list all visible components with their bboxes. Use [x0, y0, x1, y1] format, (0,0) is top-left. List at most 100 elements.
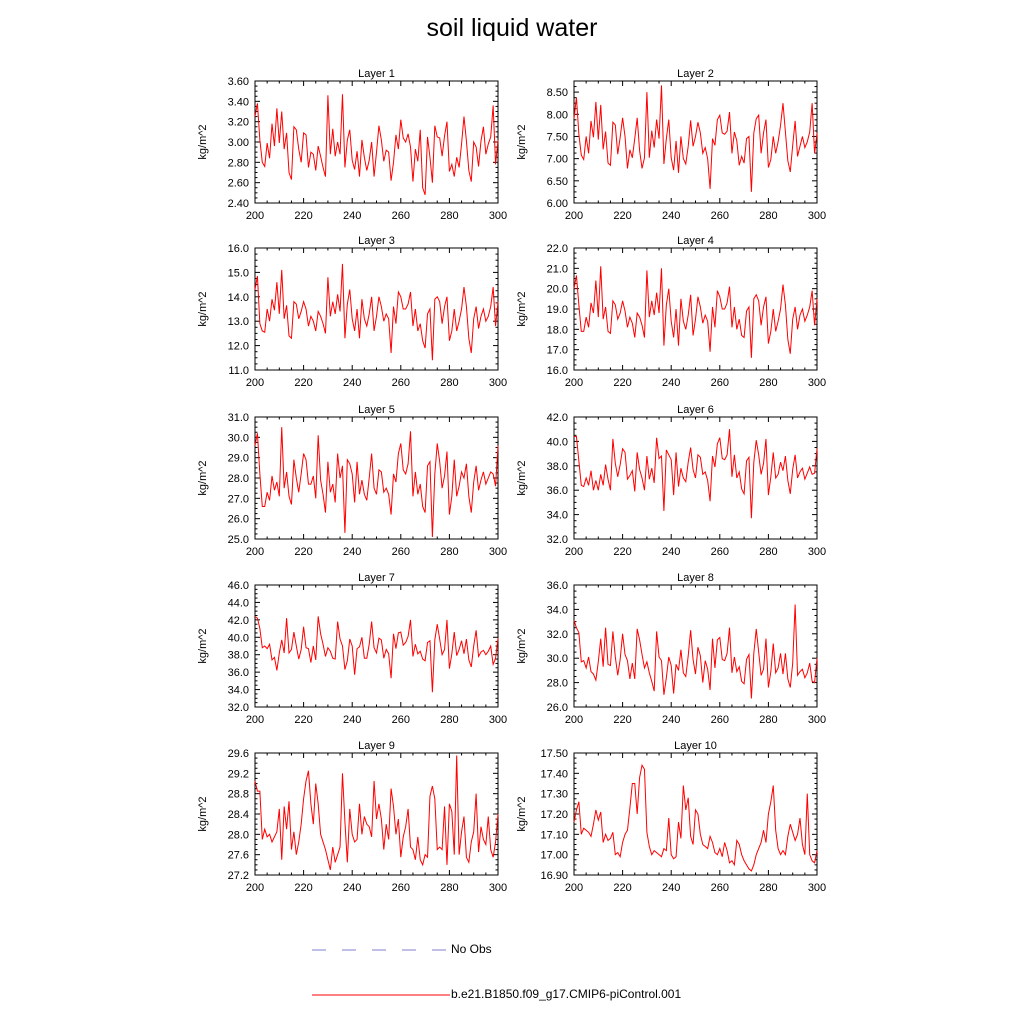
y-tick-label: 34.0: [228, 685, 249, 697]
series-line: [573, 85, 818, 192]
y-tick-label: 16.0: [228, 243, 249, 255]
y-tick-label: 2.60: [228, 178, 249, 190]
y-tick-label: 42.0: [547, 412, 568, 424]
x-tick-label: 240: [343, 882, 361, 894]
y-tick-label: 40.0: [228, 632, 249, 644]
x-tick-label: 240: [343, 714, 361, 726]
x-tick-label: 280: [759, 882, 777, 894]
panel-layer-5: Layer 5 kg/m^2 200 220 240 260 280 300 25.0 26.0 2…: [197, 404, 507, 558]
y-tick-label: 28.8: [228, 789, 249, 801]
x-tick-label: 240: [343, 210, 361, 222]
x-tick-label: 260: [711, 882, 729, 894]
y-tick-label: 19.0: [547, 304, 568, 316]
x-tick-label: 200: [565, 714, 583, 726]
x-tick-label: 200: [246, 882, 264, 894]
x-tick-label: 300: [808, 882, 826, 894]
y-tick-label: 6.50: [547, 176, 568, 188]
y-axis-label: kg/m^2: [516, 460, 528, 495]
y-tick-label: 28.0: [228, 473, 249, 485]
y-tick-label: 21.0: [547, 263, 568, 275]
y-tick-label: 3.40: [228, 96, 249, 108]
x-tick-label: 240: [343, 546, 361, 558]
x-tick-label: 260: [392, 546, 410, 558]
x-tick-label: 220: [613, 882, 631, 894]
panel-title: Layer 7: [358, 572, 395, 584]
x-tick-label: 220: [613, 377, 631, 389]
x-tick-label: 220: [294, 546, 312, 558]
panel-layer-1: Layer 1 kg/m^2 200 220 240 260 280 300 2.40 2.60 2…: [197, 68, 507, 222]
y-tick-label: 42.0: [228, 615, 249, 627]
legend-label-no-obs: No Obs: [451, 942, 492, 956]
y-axis-label: kg/m^2: [516, 628, 528, 663]
y-tick-label: 31.0: [228, 412, 249, 424]
x-tick-label: 240: [662, 210, 680, 222]
y-axis-label: kg/m^2: [197, 291, 209, 326]
y-tick-label: 17.0: [547, 345, 568, 357]
y-tick-label: 26.0: [228, 514, 249, 526]
x-tick-label: 200: [246, 714, 264, 726]
panel-title: Layer 4: [677, 235, 714, 247]
x-tick-label: 240: [662, 882, 680, 894]
series-line: [254, 615, 499, 693]
y-tick-label: 36.0: [228, 667, 249, 679]
x-tick-label: 200: [565, 377, 583, 389]
x-tick-label: 200: [246, 210, 264, 222]
y-tick-label: 26.0: [547, 702, 568, 714]
y-tick-label: 13.0: [228, 316, 249, 328]
y-tick-label: 25.0: [228, 534, 249, 546]
legend-line-model: [312, 994, 450, 996]
x-tick-label: 260: [711, 546, 729, 558]
y-tick-label: 16.0: [547, 365, 568, 377]
x-tick-label: 260: [711, 377, 729, 389]
x-tick-label: 300: [489, 882, 507, 894]
y-tick-label: 32.0: [547, 534, 568, 546]
x-tick-label: 240: [343, 377, 361, 389]
x-tick-label: 200: [565, 546, 583, 558]
y-tick-label: 34.0: [547, 604, 568, 616]
y-tick-label: 32.0: [228, 702, 249, 714]
x-tick-label: 220: [294, 210, 312, 222]
series-line: [254, 263, 499, 361]
y-tick-label: 11.0: [228, 365, 249, 377]
y-tick-label: 44.0: [228, 597, 249, 609]
series-line: [573, 763, 818, 872]
y-tick-label: 36.0: [547, 580, 568, 592]
y-tick-label: 30.0: [228, 432, 249, 444]
series-line: [254, 427, 499, 537]
panel-title: Layer 8: [677, 572, 714, 584]
y-tick-label: 17.30: [540, 789, 568, 801]
panel-layer-2: Layer 2 kg/m^2 200 220 240 260 280 300 6.00 6.50 7…: [516, 68, 826, 222]
x-tick-label: 200: [565, 882, 583, 894]
y-tick-label: 36.0: [547, 485, 568, 497]
x-tick-label: 220: [613, 210, 631, 222]
x-tick-label: 240: [662, 714, 680, 726]
x-tick-label: 300: [808, 546, 826, 558]
series-line: [574, 429, 818, 519]
x-tick-label: 260: [711, 714, 729, 726]
plot-frame: [573, 584, 818, 708]
y-tick-label: 28.4: [228, 809, 249, 821]
y-tick-label: 29.0: [228, 453, 249, 465]
legend-label-model: b.e21.B1850.f09_g17.CMIP6-piControl.001: [451, 987, 682, 1001]
x-tick-label: 220: [294, 882, 312, 894]
x-tick-label: 220: [294, 377, 312, 389]
y-tick-label: 38.0: [547, 461, 568, 473]
panel-title: Layer 10: [674, 740, 717, 752]
panel-layer-8: Layer 8 kg/m^2 200 220 240 260 280 300 26.0 28.0 3…: [516, 572, 826, 726]
panel-layer-4: Layer 4 kg/m^2 200 220 240 260 280 300 16.0 17.0 1…: [516, 235, 826, 389]
y-axis-label: kg/m^2: [197, 460, 209, 495]
y-axis-label: kg/m^2: [516, 291, 528, 326]
x-tick-label: 300: [489, 546, 507, 558]
x-tick-label: 280: [759, 377, 777, 389]
plot-frame: [254, 416, 499, 540]
y-tick-label: 7.50: [547, 131, 568, 143]
y-tick-label: 3.20: [228, 117, 249, 129]
x-tick-label: 280: [440, 546, 458, 558]
panel-layer-10: Layer 10 kg/m^2 200 220 240 260 280 300 16.90 17.…: [516, 740, 826, 894]
y-tick-label: 27.2: [228, 870, 249, 882]
x-tick-label: 260: [392, 210, 410, 222]
y-axis-label: kg/m^2: [516, 796, 528, 831]
y-tick-label: 8.00: [547, 109, 568, 121]
y-axis-label: kg/m^2: [197, 628, 209, 663]
